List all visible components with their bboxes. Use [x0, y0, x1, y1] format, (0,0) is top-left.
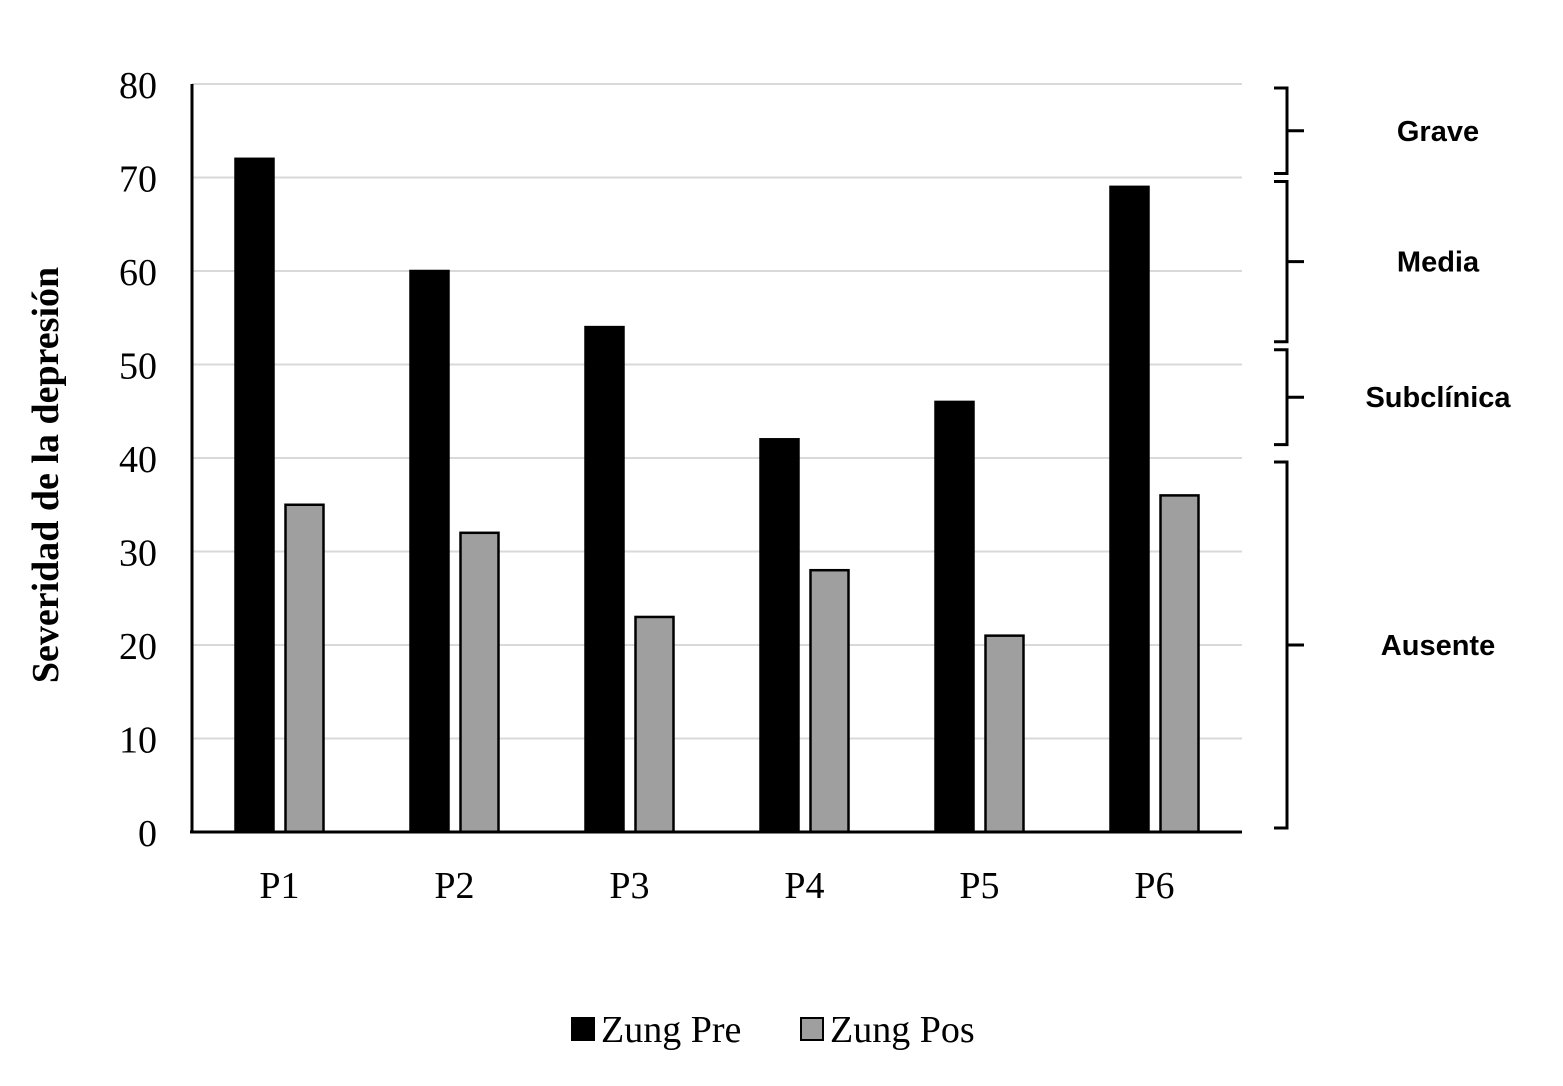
legend-label: Zung Pre [601, 1009, 741, 1051]
bar-zung-pos-p1 [284, 503, 325, 834]
bar-zung-pre-p6 [1109, 185, 1150, 834]
severity-label: Subclínica [1365, 382, 1511, 414]
x-tick-label: P5 [959, 865, 999, 907]
axes [190, 84, 1242, 834]
bar-zung-pre-p1 [234, 157, 275, 834]
bar-zung-pos-p3 [634, 615, 675, 834]
y-tick-label: 70 [119, 159, 157, 201]
bars [234, 157, 1200, 834]
severity-label: Grave [1397, 116, 1479, 148]
x-tick-label: P3 [609, 865, 649, 907]
bar-zung-pre-p5 [934, 400, 975, 834]
bar-zung-pos-p2 [459, 531, 500, 834]
x-tick-label: P1 [259, 865, 299, 907]
y-tick-label: 80 [119, 65, 157, 107]
y-tick-label: 20 [119, 626, 157, 668]
severity-bands: Grave Media Subclínica Ausente [1274, 86, 1511, 830]
y-axis-label: Severidad de la depresión [25, 267, 67, 683]
legend-swatch [800, 1017, 824, 1041]
bar-zung-pos-p5 [984, 634, 1025, 834]
legend-label: Zung Pos [830, 1009, 975, 1051]
severity-brace [1274, 348, 1304, 447]
severity-brace [1274, 86, 1304, 175]
y-tick-label: 40 [119, 439, 157, 481]
y-tick-label: 0 [138, 813, 157, 855]
gridlines [192, 83, 1242, 740]
severity-brace [1274, 460, 1304, 830]
y-tick-label: 10 [119, 720, 157, 762]
y-tick-label: 60 [119, 252, 157, 294]
bar-zung-pre-p4 [759, 438, 800, 834]
legend-swatch [571, 1017, 595, 1041]
y-tick-labels: 0 10 20 30 40 50 60 70 80 [119, 65, 157, 855]
bar-zung-pos-p6 [1159, 494, 1200, 834]
y-tick-label: 50 [119, 346, 157, 388]
severity-label: Media [1397, 247, 1480, 279]
severity-label: Ausente [1381, 630, 1495, 662]
x-tick-label: P2 [434, 865, 474, 907]
x-tick-labels: P1 P2 P3 P4 P5 P6 [259, 865, 1174, 907]
bar-zung-pos-p4 [809, 568, 850, 834]
x-tick-label: P4 [784, 865, 824, 907]
severity-brace [1274, 180, 1304, 344]
x-tick-label: P6 [1134, 865, 1174, 907]
bar-zung-pre-p3 [584, 325, 625, 834]
legend: Zung Pre Zung Pos [571, 1009, 975, 1051]
y-tick-label: 30 [119, 533, 157, 575]
bar-zung-pre-p2 [409, 269, 450, 834]
